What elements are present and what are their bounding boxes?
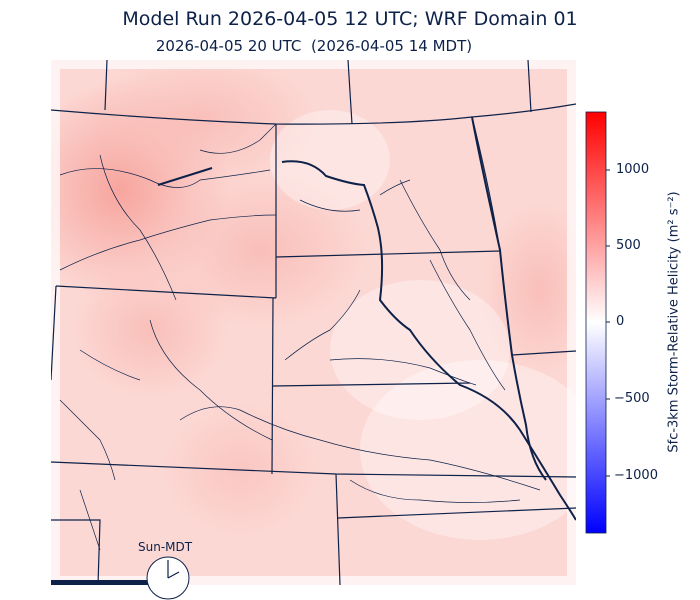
clock-label: Sun-MDT <box>138 540 193 554</box>
colorbar-tick-500: 500 <box>616 238 641 253</box>
helicity-field <box>51 60 576 585</box>
major-rivers <box>157 116 576 521</box>
timeline-bar <box>51 580 151 585</box>
sun-clock <box>51 556 190 600</box>
colorbar-tick-1000: 1000 <box>616 162 650 177</box>
colorbar-tick-neg1000: −1000 <box>614 468 658 483</box>
minor-rivers <box>59 123 541 551</box>
map-title: Model Run 2026-04-05 12 UTC; WRF Domain … <box>122 8 578 30</box>
colorbar-label: Sfc-3km Storm-Relative Helicity (m² s⁻²) <box>666 191 682 453</box>
clock-hand-hour <box>167 571 180 579</box>
colorbar-tick-neg500: −500 <box>614 391 650 406</box>
valid-time-subtitle: 2026-04-05 20 UTC (2026-04-05 14 MDT) <box>155 37 473 55</box>
colorbar <box>585 111 610 534</box>
colorbar-tick-0: 0 <box>616 314 625 329</box>
